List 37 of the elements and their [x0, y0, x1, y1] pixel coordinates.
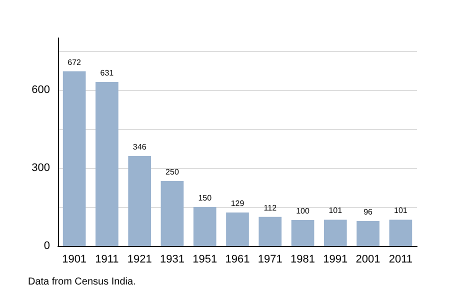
data-label: 150: [198, 194, 212, 202]
data-label: 96: [364, 208, 374, 217]
bar: [193, 207, 216, 246]
x-tick-label: 1961: [225, 254, 250, 266]
x-tick-label: 2001: [356, 254, 380, 266]
y-tick-label: 0: [44, 240, 50, 252]
bar: [160, 181, 184, 246]
x-tick-label: 1901: [62, 254, 87, 266]
bar: [324, 220, 347, 246]
x-tick-label: 1931: [160, 254, 184, 266]
bar: [96, 82, 118, 246]
x-tick-label: 1951: [192, 254, 218, 266]
x-tick-label: 1921: [127, 254, 152, 266]
data-label: 250: [166, 168, 180, 176]
data-label: 631: [100, 68, 114, 78]
y-tick-label: 300: [32, 162, 50, 174]
bar: [128, 156, 152, 246]
data-label: 101: [394, 206, 408, 216]
text: Data from Census India.: [28, 276, 136, 288]
data-label: 346: [132, 142, 147, 152]
bar: [258, 216, 282, 246]
x-tick-label: 1981: [290, 254, 316, 266]
data-label: 672: [68, 58, 82, 67]
data-label: 101: [328, 206, 343, 216]
bar: [389, 220, 412, 246]
data-label: 112: [264, 203, 278, 212]
x-tick-label: 1971: [258, 254, 282, 266]
bar: [356, 221, 380, 246]
bar: [226, 212, 249, 246]
y-tick-label: 600: [32, 84, 50, 96]
x-tick-label: 1911: [95, 254, 119, 266]
x-tick-label: 2011: [388, 254, 413, 266]
bar: [62, 71, 86, 246]
data-label: 129: [230, 198, 245, 208]
bar: [291, 220, 314, 246]
data-label: 100: [296, 206, 310, 216]
x-tick-label: 1991: [323, 254, 348, 266]
